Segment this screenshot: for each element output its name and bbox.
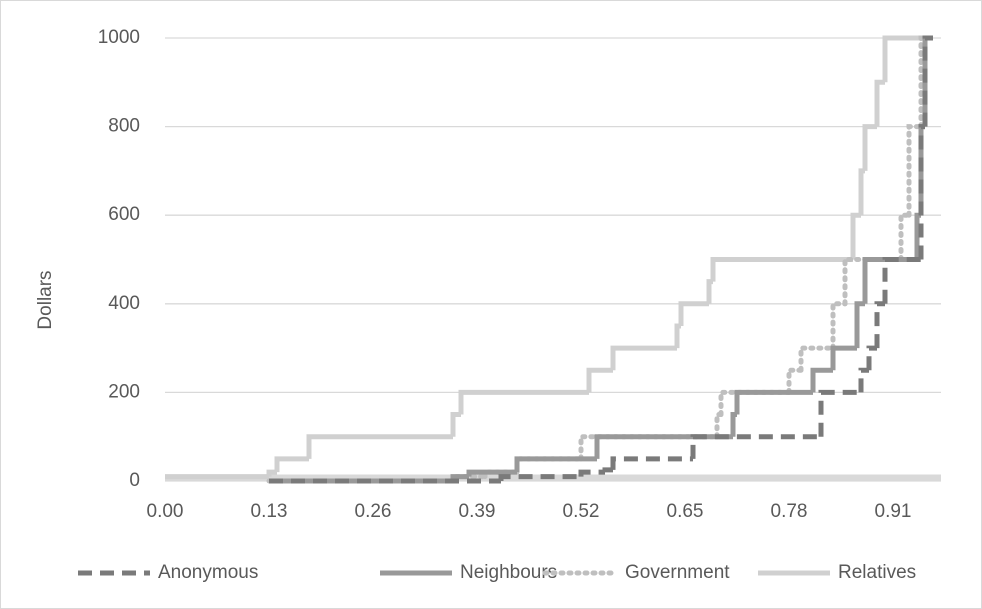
step-segment xyxy=(690,434,821,459)
step-segment xyxy=(734,389,813,415)
step-segment xyxy=(874,301,885,349)
step-segment xyxy=(466,469,517,477)
step-segment xyxy=(586,367,613,393)
step-segment xyxy=(906,124,924,218)
x-tick-label: 0.39 xyxy=(459,501,496,522)
step-segment xyxy=(458,389,589,415)
step-segment xyxy=(874,79,885,127)
step-segment xyxy=(850,212,861,260)
step-segment xyxy=(450,412,461,437)
legend-label: Government xyxy=(625,562,730,583)
step-segment xyxy=(602,467,613,473)
step-segment xyxy=(862,257,917,304)
x-tick-label: 0.52 xyxy=(563,501,600,522)
step-segment xyxy=(854,301,865,349)
step-segment xyxy=(798,345,836,373)
y-axis-label: Dollars xyxy=(35,270,56,329)
step-segment xyxy=(266,469,277,477)
x-tick-label: 0.00 xyxy=(147,501,184,522)
step-segment xyxy=(866,345,877,371)
x-tick-label: 0.13 xyxy=(251,501,288,522)
y-tick-label: 600 xyxy=(108,204,140,225)
step-segment xyxy=(922,35,933,127)
step-segment xyxy=(830,301,848,351)
step-segment xyxy=(786,367,804,395)
step-segment xyxy=(610,345,677,371)
step-segment xyxy=(882,257,921,304)
step-segment xyxy=(818,389,861,437)
step-segment xyxy=(678,301,709,326)
x-tick-label: 0.65 xyxy=(667,501,704,522)
step-segment xyxy=(306,434,453,459)
y-tick-label: 400 xyxy=(108,293,140,314)
legend-label: Neighbours xyxy=(460,562,557,583)
step-segment xyxy=(274,456,309,473)
y-tick-label: 1000 xyxy=(98,27,140,48)
step-segment xyxy=(710,257,853,282)
x-tick-label: 0.91 xyxy=(875,501,912,522)
x-tick-label: 0.78 xyxy=(771,501,808,522)
step-segment xyxy=(862,124,877,171)
step-segment xyxy=(514,456,597,473)
step-segment xyxy=(830,345,857,371)
legend-label: Anonymous xyxy=(158,562,258,583)
legend-label: Relatives xyxy=(838,562,916,583)
y-tick-label: 200 xyxy=(108,381,140,402)
step-segment xyxy=(578,469,605,477)
step-segment xyxy=(610,456,693,470)
step-segment xyxy=(498,474,581,481)
step-segment xyxy=(898,212,912,262)
y-tick-label: 800 xyxy=(108,116,140,137)
x-tick-label: 0.26 xyxy=(355,501,392,522)
step-segment xyxy=(882,35,933,83)
y-tick-label: 0 xyxy=(129,470,140,491)
step-segment xyxy=(594,434,733,459)
step-segment xyxy=(858,367,869,393)
step-segment xyxy=(810,367,833,393)
